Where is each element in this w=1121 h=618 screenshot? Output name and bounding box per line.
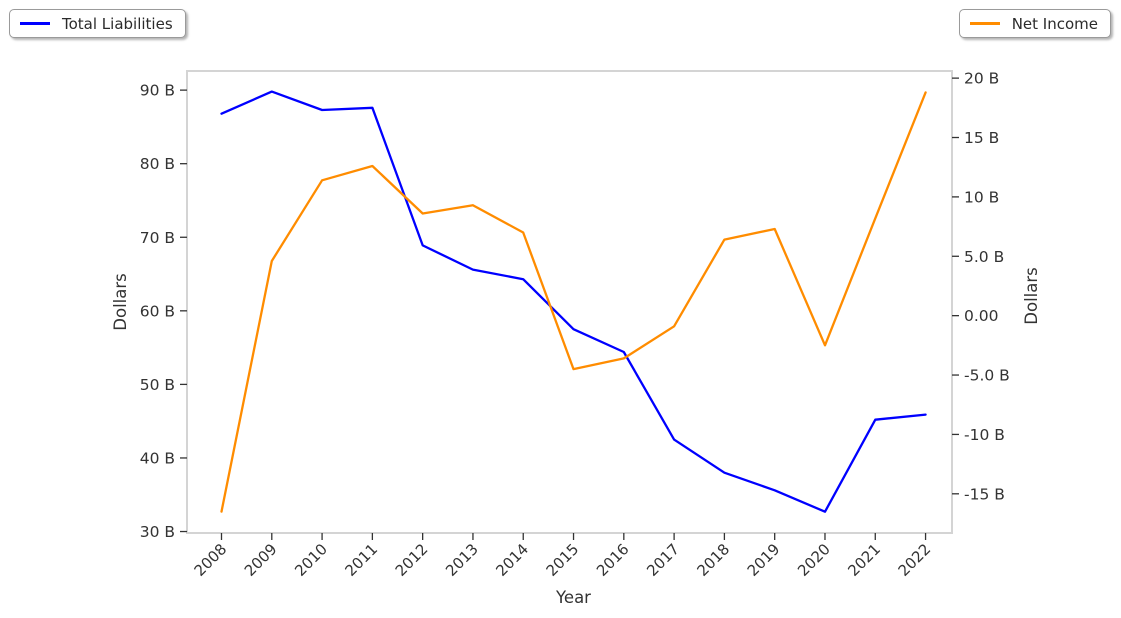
legend-net-income-label: Net Income <box>1011 14 1098 33</box>
plot-border <box>186 70 953 534</box>
y-right-tick-label: 15 B <box>964 129 999 147</box>
net-income-line-swatch <box>969 22 1000 25</box>
y-left-tick-label: 60 B <box>140 302 175 320</box>
y-right-tick-label: 20 B <box>964 70 999 88</box>
y-left-tick-label: 50 B <box>140 376 175 394</box>
net-income-line <box>220 91 927 513</box>
x-axis-title: Year <box>555 588 591 607</box>
y-right-tick-label: 10 B <box>964 188 999 206</box>
legend-total-liabilities: Total Liabilities <box>9 9 186 38</box>
y-left-tick-label: 80 B <box>140 155 175 173</box>
y-right-tick-label: -5.0 B <box>964 367 1010 385</box>
y-left-tick-label: 90 B <box>140 82 175 100</box>
y-right-tick-label: -15 B <box>964 485 1005 503</box>
y-left-axis-title: Dollars <box>111 273 130 330</box>
x-tick-label: 2010 <box>291 540 331 580</box>
x-tick-label: 2014 <box>492 540 532 580</box>
legend-net-income: Net Income <box>958 9 1111 38</box>
x-tick-label: 2017 <box>643 540 683 580</box>
y-right-tick-label: 0.00 <box>964 307 999 325</box>
y-right-axis-title: Dollars <box>1022 267 1041 324</box>
x-tick-label: 2019 <box>744 540 784 580</box>
y-right-tick-label: 5.0 B <box>964 248 1004 266</box>
x-tick-label: 2012 <box>392 540 432 580</box>
y-right-tick-label: -10 B <box>964 426 1005 444</box>
total-liabilities-line <box>220 90 927 513</box>
y-left-tick-label: 30 B <box>140 523 175 541</box>
x-tick-label: 2020 <box>794 540 834 580</box>
x-tick-label: 2021 <box>844 540 884 580</box>
x-tick-label: 2018 <box>693 540 733 580</box>
x-tick-label: 2022 <box>895 540 935 580</box>
x-tick-label: 2008 <box>191 540 231 580</box>
x-tick-label: 2011 <box>341 540 381 580</box>
x-tick-label: 2015 <box>543 540 583 580</box>
y-left-tick-label: 70 B <box>140 229 175 247</box>
x-tick-label: 2009 <box>241 540 281 580</box>
legend-total-liabilities-label: Total Liabilities <box>62 14 173 33</box>
total-liabilities-line-swatch <box>20 22 50 25</box>
x-tick-label: 2013 <box>442 540 482 580</box>
x-tick-label: 2016 <box>593 540 633 580</box>
y-left-tick-label: 40 B <box>140 449 175 467</box>
